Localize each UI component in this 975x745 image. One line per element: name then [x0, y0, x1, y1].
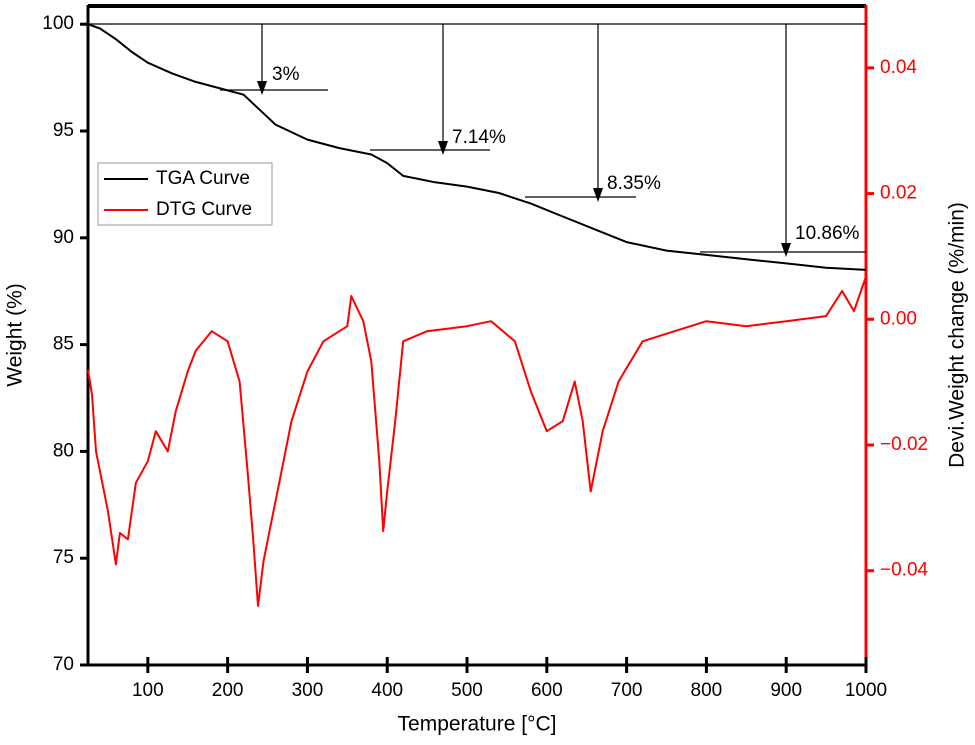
x-tick-label: 100: [132, 680, 164, 701]
y-tick-label: 70: [53, 654, 74, 675]
annotation: 10.86%: [795, 223, 860, 244]
series-line: [87, 23, 867, 271]
x-tick-label: 600: [531, 680, 563, 701]
y2-tick-label: 0.00: [880, 308, 917, 329]
arrow-head: [257, 81, 267, 95]
y2-tick-label: −0.04: [880, 560, 929, 581]
x-tick-label: 800: [691, 680, 723, 701]
x-axis-label: Temperature [°C]: [398, 713, 557, 736]
y2-axis-label: Devi.Weight change (%/min): [946, 202, 969, 468]
x-tick-label: 400: [371, 680, 403, 701]
legend-label: DTG Curve: [156, 199, 252, 220]
x-tick-label: 500: [451, 680, 483, 701]
x-tick-label: 200: [212, 680, 244, 701]
y-tick-label: 80: [53, 440, 74, 461]
x-tick-label: 700: [611, 680, 643, 701]
x-tick-label: 300: [292, 680, 324, 701]
legend-box: [97, 162, 273, 226]
y2-tick-label: 0.02: [880, 183, 917, 204]
series-line: [87, 276, 867, 607]
arrow-head: [438, 141, 448, 155]
annotation: 3%: [272, 64, 300, 85]
y-tick-label: 95: [53, 120, 74, 141]
y-tick-label: 90: [53, 227, 74, 248]
y2-tick-label: 0.04: [880, 57, 917, 78]
y-tick-label: 75: [53, 547, 74, 568]
y-tick-label: 85: [53, 334, 74, 355]
y2-tick-label: −0.02: [880, 434, 928, 455]
x-tick-label: 900: [770, 680, 802, 701]
arrow-head: [781, 243, 791, 257]
annotation: 7.14%: [452, 127, 506, 148]
x-tick-label: 1000: [845, 680, 887, 701]
arrow-head: [593, 188, 603, 202]
annotation: 8.35%: [607, 173, 661, 194]
y-axis-label: Weight (%): [4, 283, 27, 386]
y-tick-label: 100: [42, 13, 74, 34]
legend-label: TGA Curve: [156, 168, 250, 189]
